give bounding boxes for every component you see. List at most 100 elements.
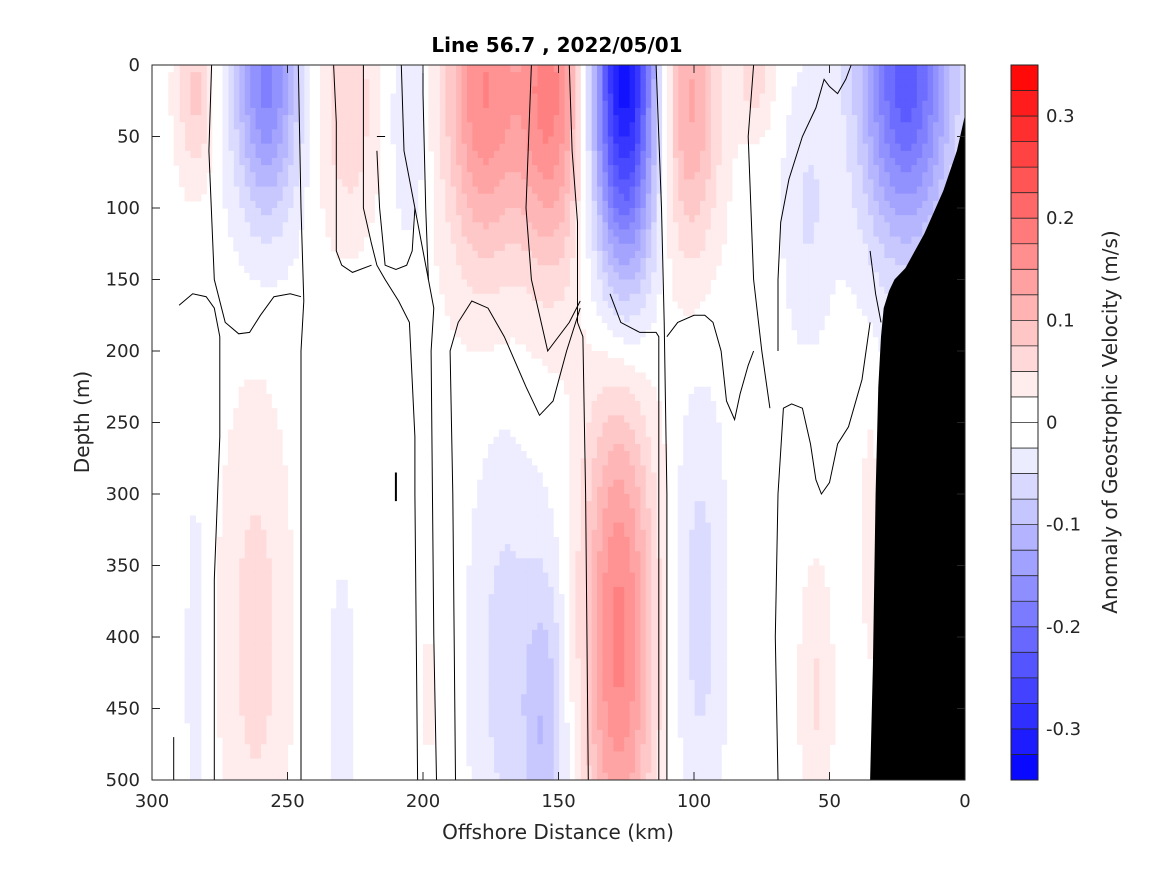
velocity-cell [569, 215, 576, 223]
velocity-cell [569, 193, 576, 202]
velocity-cell [894, 265, 901, 273]
velocity-cell [634, 236, 641, 245]
velocity-cell [721, 72, 728, 80]
velocity-cell [796, 193, 803, 202]
velocity-cell [856, 129, 863, 138]
velocity-cell [553, 715, 560, 724]
velocity-cell [704, 107, 711, 116]
velocity-cell [704, 436, 711, 445]
velocity-cell [569, 615, 576, 624]
velocity-cell [905, 157, 912, 166]
velocity-cell [623, 186, 630, 195]
velocity-cell [563, 744, 570, 752]
velocity-cell [807, 758, 814, 767]
velocity-cell [807, 136, 814, 145]
velocity-cell [824, 765, 831, 774]
velocity-cell [618, 565, 625, 574]
velocity-cell [824, 165, 831, 173]
velocity-cell [650, 758, 657, 767]
velocity-cell [688, 286, 695, 295]
velocity-cell [623, 379, 630, 388]
velocity-cell [623, 336, 630, 345]
velocity-cell [834, 72, 841, 80]
velocity-cell [948, 79, 955, 88]
velocity-cell [596, 601, 603, 609]
velocity-cell [558, 236, 565, 245]
velocity-cell [721, 679, 728, 688]
velocity-cell [531, 222, 538, 231]
velocity-cell [612, 129, 619, 138]
velocity-cell [921, 136, 928, 145]
velocity-cell [563, 258, 570, 266]
velocity-cell [596, 651, 603, 660]
velocity-cell [829, 701, 836, 710]
velocity-cell [628, 501, 635, 509]
velocity-cell [715, 243, 722, 252]
velocity-cell [509, 472, 516, 481]
velocity-cell [542, 136, 549, 145]
velocity-cell [509, 658, 516, 667]
velocity-cell [683, 222, 690, 231]
velocity-cell [688, 536, 695, 545]
velocity-cell [645, 544, 652, 552]
velocity-cell [504, 772, 511, 780]
velocity-cell [563, 765, 570, 774]
velocity-cell [607, 165, 614, 173]
velocity-cell [607, 222, 614, 231]
velocity-cell [883, 265, 890, 273]
velocity-cell [948, 150, 955, 159]
velocity-cell [856, 179, 863, 188]
velocity-cell [699, 165, 706, 173]
velocity-cell [596, 751, 603, 760]
velocity-cell [824, 729, 831, 738]
velocity-cell [591, 772, 598, 780]
velocity-cell [796, 122, 803, 130]
velocity-cell [899, 100, 906, 109]
velocity-cell [715, 501, 722, 509]
velocity-cell [715, 472, 722, 481]
velocity-cell [726, 150, 733, 159]
velocity-cell [634, 143, 641, 152]
velocity-cell [699, 465, 706, 474]
velocity-cell [628, 286, 635, 295]
velocity-cell [525, 615, 532, 624]
velocity-cell [661, 601, 668, 609]
velocity-cell [591, 86, 598, 95]
velocity-cell [601, 615, 608, 624]
velocity-cell [618, 79, 625, 88]
velocity-cell [661, 536, 668, 545]
velocity-cell [677, 186, 684, 195]
velocity-cell [639, 644, 646, 652]
velocity-cell [504, 65, 511, 73]
velocity-cell [542, 586, 549, 595]
velocity-cell [710, 694, 717, 702]
velocity-cell [666, 172, 673, 180]
velocity-cell [807, 665, 814, 674]
velocity-cell [937, 172, 944, 180]
velocity-cell [742, 107, 749, 116]
velocity-cell [694, 422, 701, 431]
velocity-cell [596, 86, 603, 95]
velocity-cell [531, 79, 538, 88]
velocity-cell [834, 222, 841, 231]
velocity-cell [531, 644, 538, 652]
velocity-cell [618, 165, 625, 173]
velocity-cell [607, 565, 614, 574]
velocity-cell [531, 465, 538, 474]
velocity-cell [704, 486, 711, 495]
velocity-cell [862, 200, 869, 209]
velocity-cell [520, 637, 527, 645]
velocity-cell [498, 100, 505, 109]
velocity-cell [645, 286, 652, 295]
velocity-cell [932, 179, 939, 188]
velocity-cell [580, 565, 587, 574]
velocity-cell [802, 722, 809, 731]
velocity-cell [601, 672, 608, 681]
velocity-cell [618, 279, 625, 288]
velocity-cell [813, 279, 820, 288]
velocity-cell [699, 200, 706, 209]
velocity-cell [731, 100, 738, 109]
velocity-cell [580, 601, 587, 609]
velocity-cell [618, 172, 625, 180]
velocity-cell [721, 86, 728, 95]
